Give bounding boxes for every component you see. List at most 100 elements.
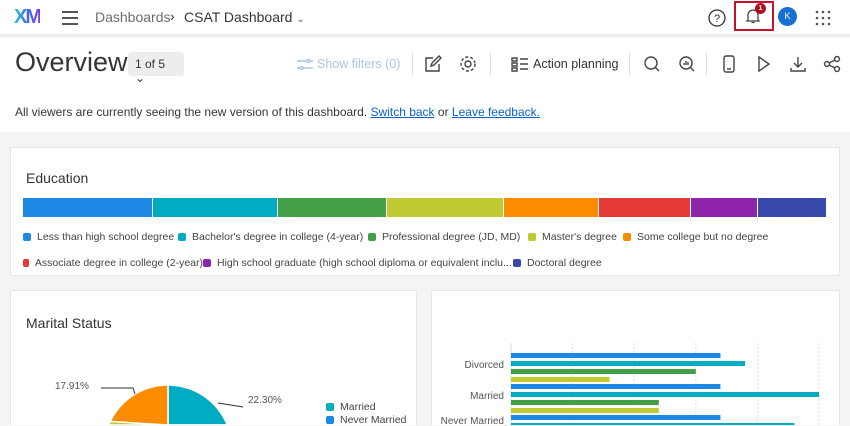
- chevron-down-icon: ⌄: [296, 14, 305, 25]
- legend-label: Professional degree (JD, MD): [382, 231, 521, 243]
- bar[interactable]: [511, 361, 746, 366]
- legend-swatch: [528, 233, 536, 241]
- xm-logo[interactable]: XM: [14, 6, 42, 28]
- category-label: Divorced: [465, 360, 504, 371]
- action-planning-icon: [511, 57, 528, 72]
- legend-swatch: [23, 233, 31, 241]
- pie-label: 17.91%: [55, 381, 89, 392]
- bar-chart-widget: Divorced Married Never Married: [431, 290, 840, 425]
- notifications-button[interactable]: [734, 1, 774, 31]
- bar[interactable]: [511, 353, 721, 358]
- mobile-preview-icon[interactable]: [720, 55, 738, 73]
- banner-or: or: [437, 105, 449, 119]
- action-planning-button[interactable]: Action planning: [533, 57, 619, 71]
- legend-item[interactable]: Master's degree: [528, 232, 623, 242]
- breadcrumb-dashboards[interactable]: Dashboards: [95, 9, 171, 25]
- text-iq-icon[interactable]: [642, 55, 660, 73]
- legend-item[interactable]: High school graduate (high school diplom…: [203, 258, 513, 268]
- notification-badge: 1: [755, 3, 766, 14]
- legend-swatch: [368, 233, 376, 241]
- legend-item[interactable]: Bachelor's degree in college (4-year): [178, 232, 368, 242]
- breadcrumb-current[interactable]: CSAT Dashboard ⌄: [184, 9, 305, 25]
- widget-title: Education: [26, 170, 89, 186]
- education-segment[interactable]: [690, 198, 759, 217]
- legend-label: High school graduate (high school diplom…: [217, 257, 512, 269]
- marital-status-widget: Marital Status 17.91% 22.30% Married Nev…: [10, 290, 417, 425]
- menu-icon[interactable]: [62, 11, 78, 29]
- edit-icon[interactable]: [424, 55, 442, 73]
- divider: [490, 53, 491, 75]
- divider: [412, 53, 413, 75]
- education-segment[interactable]: [504, 198, 599, 217]
- bar[interactable]: [511, 384, 721, 389]
- filter-icon: [297, 58, 313, 71]
- legend-label: Married: [340, 401, 376, 413]
- pie-leader-line: [217, 402, 244, 408]
- stats-iq-icon[interactable]: [677, 55, 695, 73]
- legend-swatch: [178, 233, 186, 241]
- legend-swatch: [326, 403, 334, 411]
- apps-grid-icon[interactable]: [815, 10, 831, 26]
- legend-label: Bachelor's degree in college (4-year): [192, 231, 364, 243]
- page-indicator: 1 of 5: [135, 57, 166, 71]
- legend-item[interactable]: Some college but no degree: [623, 232, 783, 242]
- legend-label: Less than high school degree: [37, 231, 175, 243]
- legend-swatch: [203, 259, 211, 267]
- pie-slice[interactable]: [167, 384, 232, 425]
- legend-item[interactable]: Less than high school degree: [23, 232, 178, 242]
- settings-gear-icon[interactable]: [459, 55, 477, 73]
- legend-label: Never Married: [340, 414, 407, 426]
- legend-item[interactable]: Professional degree (JD, MD): [368, 232, 528, 242]
- legend-swatch: [23, 259, 29, 267]
- legend-item[interactable]: Associate degree in college (2-year): [23, 258, 203, 268]
- education-segment[interactable]: [278, 198, 388, 217]
- svg-text:?: ?: [714, 13, 720, 25]
- avatar[interactable]: K: [778, 7, 797, 26]
- education-segment[interactable]: [387, 198, 505, 217]
- leave-feedback-link[interactable]: Leave feedback.: [451, 105, 540, 119]
- divider: [706, 53, 707, 75]
- pie-label: 22.30%: [248, 395, 282, 406]
- widget-title: Marital Status: [26, 315, 112, 331]
- category-label: Never Married: [441, 416, 504, 425]
- bar[interactable]: [511, 415, 721, 420]
- download-icon[interactable]: [789, 55, 807, 73]
- divider: [629, 53, 630, 75]
- bar[interactable]: [511, 423, 795, 425]
- banner-text: All viewers are currently seeing the new…: [15, 105, 368, 119]
- bar[interactable]: [511, 377, 610, 382]
- page-title: Overview: [15, 47, 128, 77]
- play-icon[interactable]: [754, 55, 772, 73]
- education-segment[interactable]: [598, 198, 691, 217]
- page-selector[interactable]: 1 of 5 ⌄: [128, 52, 184, 85]
- switch-back-link[interactable]: Switch back: [370, 105, 435, 119]
- pie-slice[interactable]: [109, 384, 169, 425]
- legend-label: Associate degree in college (2-year): [34, 257, 203, 269]
- bar[interactable]: [511, 408, 659, 413]
- education-segment[interactable]: [152, 198, 279, 217]
- legend-item[interactable]: Doctoral degree: [513, 258, 613, 268]
- education-stacked-bar: [23, 198, 827, 217]
- legend-label: Some college but no degree: [637, 231, 769, 243]
- marital-pie-chart: [101, 384, 244, 425]
- pie-leader-line: [101, 387, 136, 395]
- legend-swatch: [623, 233, 631, 241]
- legend-label: Doctoral degree: [527, 257, 602, 269]
- legend-label: Master's degree: [542, 231, 617, 243]
- bar[interactable]: [511, 400, 659, 405]
- legend-swatch: [513, 259, 521, 267]
- legend-item[interactable]: Married: [326, 402, 376, 412]
- share-icon[interactable]: [823, 55, 841, 73]
- education-segment[interactable]: [23, 198, 153, 217]
- bar[interactable]: [511, 369, 696, 374]
- help-icon[interactable]: ?: [708, 9, 726, 27]
- category-label: Married: [470, 391, 504, 402]
- chevron-down-icon: ⌄: [135, 71, 146, 85]
- horizontal-bar-chart: Divorced Married Never Married: [441, 343, 820, 425]
- legend-item[interactable]: Never Married: [326, 415, 407, 425]
- show-filters-button[interactable]: Show filters (0): [317, 57, 401, 71]
- education-segment[interactable]: [758, 198, 827, 217]
- version-banner: All viewers are currently seeing the new…: [15, 105, 540, 119]
- bar[interactable]: [511, 392, 819, 397]
- dashboard-name: CSAT Dashboard: [184, 9, 293, 25]
